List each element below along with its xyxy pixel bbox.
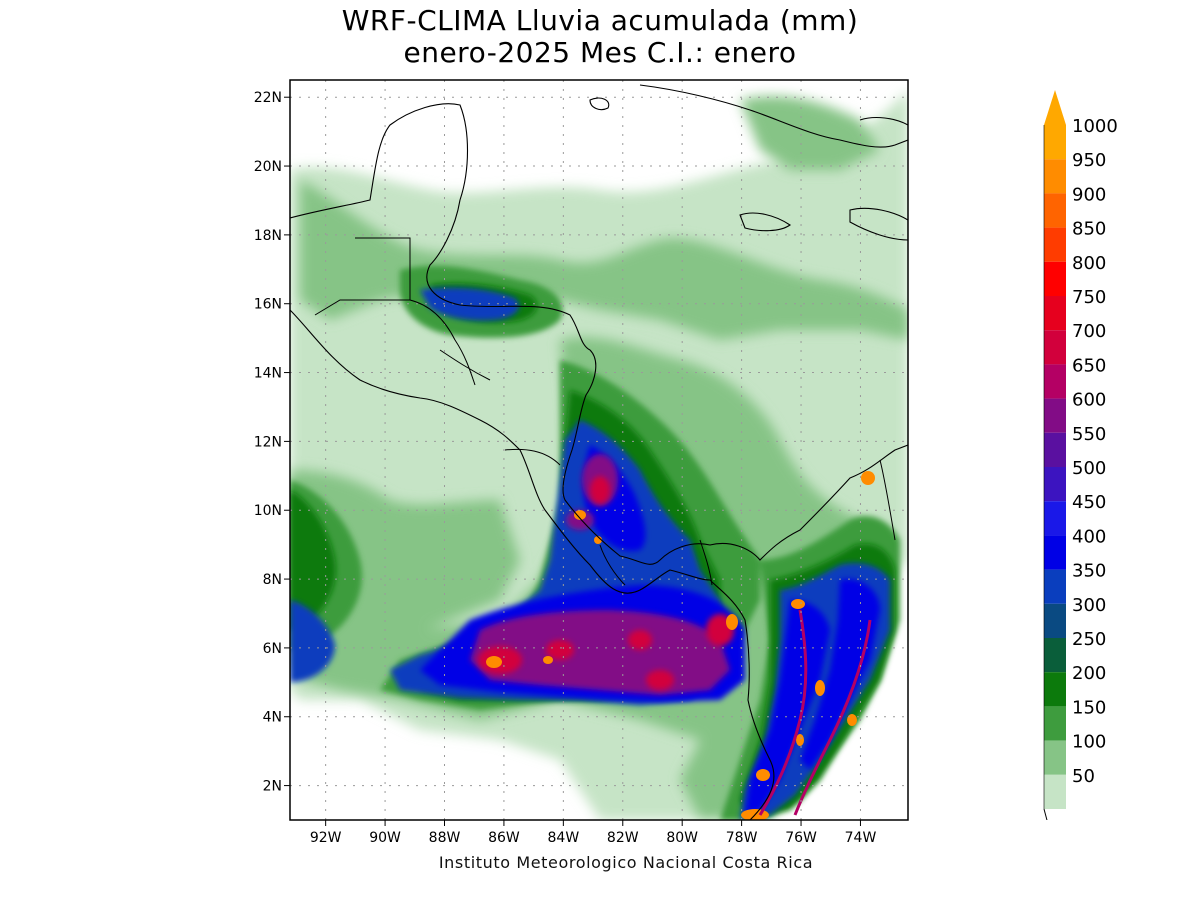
legend-swatch (1044, 193, 1066, 228)
latitude-axis: 2N 4N 6N 8N 10N 12N 14N 16N 18N 20N 22N (254, 90, 290, 795)
longitude-axis: 92W 90W 88W 86W 84W 82W 80W 78W 76W 74W (310, 820, 877, 846)
legend-label: 450 (1072, 492, 1106, 513)
political-borders (314, 237, 896, 586)
lon-tick-label: 84W (548, 830, 580, 846)
lon-tick-label: 76W (785, 830, 817, 846)
legend-arrow-top (1044, 90, 1066, 125)
legend-swatch (1044, 398, 1066, 433)
lon-tick-label: 88W (429, 830, 461, 846)
legend-label: 850 (1072, 219, 1106, 240)
legend-label: 1000 (1072, 116, 1118, 137)
lat-tick-label: 2N (263, 779, 282, 795)
legend-label: 250 (1072, 629, 1106, 650)
lat-tick-label: 16N (254, 297, 282, 313)
legend-label: 600 (1072, 390, 1106, 411)
legend-swatch (1044, 603, 1066, 638)
lat-tick-label: 8N (263, 572, 282, 588)
legend-swatch (1044, 706, 1066, 741)
legend-swatch (1044, 535, 1066, 570)
legend-swatch (1044, 261, 1066, 296)
legend-swatches (1043, 90, 1066, 820)
legend-label: 750 (1072, 287, 1106, 308)
legend-label: 500 (1072, 458, 1106, 479)
legend-label: 350 (1072, 561, 1106, 582)
legend-swatch (1044, 467, 1066, 502)
lat-tick-label: 22N (254, 90, 282, 106)
legend-label: 800 (1072, 253, 1106, 274)
legend-swatch (1044, 672, 1066, 707)
legend-swatch (1044, 330, 1066, 365)
lat-tick-label: 4N (263, 710, 282, 726)
legend-swatch (1044, 501, 1066, 536)
lon-tick-label: 82W (607, 830, 639, 846)
plot-frame (289, 79, 909, 821)
legend-label: 650 (1072, 355, 1106, 376)
lon-tick-label: 86W (488, 830, 520, 846)
lon-tick-label: 80W (666, 830, 698, 846)
legend-swatch (1044, 159, 1066, 194)
legend-swatch (1044, 774, 1066, 809)
legend-labels: 50 100 150 200 250 300 350 400 450 500 550 600 650 70… (1072, 116, 1118, 787)
lat-tick-label: 18N (254, 228, 282, 244)
lat-tick-label: 20N (254, 159, 282, 175)
legend-label: 150 (1072, 697, 1106, 718)
legend-label: 100 (1072, 732, 1106, 753)
lat-tick-label: 12N (254, 434, 282, 450)
legend-swatch (1044, 432, 1066, 467)
legend-swatch (1044, 740, 1066, 775)
coastlines (290, 84, 908, 820)
colombia-rain-streaks (758, 609, 872, 816)
title-line-1: WRF-CLIMA Lluvia acumulada (mm) (341, 4, 859, 37)
legend-swatch (1044, 364, 1066, 399)
legend-swatch (1044, 296, 1066, 331)
legend-label: 950 (1072, 150, 1106, 171)
title-line-2: enero-2025 Mes C.I.: enero (403, 36, 797, 69)
legend-label: 300 (1072, 595, 1106, 616)
color-legend: 50 100 150 200 250 300 350 400 450 500 550 600 650 70… (1043, 90, 1118, 820)
legend-swatch (1044, 638, 1066, 673)
legend-label: 900 (1072, 184, 1106, 205)
lon-tick-label: 92W (310, 830, 342, 846)
lat-tick-label: 14N (254, 366, 282, 382)
lon-tick-label: 74W (845, 830, 877, 846)
legend-arrow-bottom (1043, 808, 1048, 820)
legend-label: 400 (1072, 526, 1106, 547)
legend-swatch (1044, 569, 1066, 604)
graticule (290, 80, 908, 820)
legend-swatch (1044, 125, 1066, 160)
legend-label: 50 (1072, 766, 1095, 787)
legend-label: 700 (1072, 321, 1106, 342)
precip-field (290, 80, 908, 820)
legend-label: 200 (1072, 663, 1106, 684)
lon-tick-label: 90W (369, 830, 401, 846)
legend-swatch (1044, 227, 1066, 262)
lon-tick-label: 78W (726, 830, 758, 846)
lat-tick-label: 10N (254, 503, 282, 519)
credit-label: Instituto Meteorologico Nacional Costa R… (438, 853, 814, 872)
lat-tick-label: 6N (263, 641, 282, 657)
legend-label: 550 (1072, 424, 1106, 445)
